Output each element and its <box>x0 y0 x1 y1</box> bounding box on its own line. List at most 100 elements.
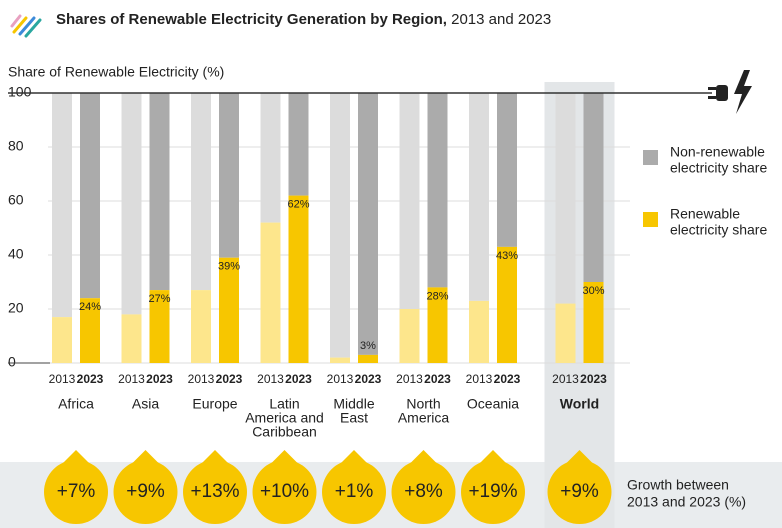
growth-label: +8% <box>404 481 443 502</box>
renewable-bar <box>583 282 604 363</box>
growth-label: +13% <box>190 481 239 502</box>
category-label: America <box>398 410 450 426</box>
year-label: 2023 <box>216 372 243 386</box>
growth-bubble-tip <box>479 450 507 464</box>
value-label: 39% <box>218 261 240 273</box>
category-label: America and <box>245 410 324 426</box>
renewable-bar <box>149 290 170 363</box>
growth-bubble-tip <box>340 450 368 464</box>
growth-label: +7% <box>57 481 96 502</box>
non-renewable-bar <box>583 93 604 282</box>
growth-bubble-tip <box>565 450 594 464</box>
year-label: 2013 <box>118 372 145 386</box>
legend-label: Renewable <box>670 206 740 222</box>
year-label: 2023 <box>424 372 451 386</box>
non-renewable-bar <box>121 93 142 315</box>
non-renewable-bar <box>427 93 448 288</box>
year-label: 2013 <box>188 372 215 386</box>
year-label: 2013 <box>257 372 284 386</box>
y-tick-label: 100 <box>8 84 32 100</box>
non-renewable-bar <box>497 93 517 247</box>
renewable-bar <box>497 246 517 363</box>
renewable-bar <box>427 287 448 363</box>
growth-bubble-tip <box>131 450 160 464</box>
year-label: 2013 <box>49 372 76 386</box>
category-label: North <box>406 396 440 412</box>
non-renewable-bar <box>80 93 100 299</box>
growth-label: +9% <box>560 481 599 502</box>
category-label: Oceania <box>467 396 519 412</box>
y-tick-label: 60 <box>8 192 24 208</box>
category-label: Caribbean <box>252 424 317 440</box>
renewable-bar <box>288 195 309 363</box>
non-renewable-bar <box>149 93 170 291</box>
year-label: 2023 <box>77 372 104 386</box>
y-tick-label: 40 <box>8 246 24 262</box>
legend-label: Non-renewable <box>670 144 765 160</box>
category-label: Latin <box>269 396 299 412</box>
category-label: Europe <box>192 396 237 412</box>
legend-label: electricity share <box>670 222 767 238</box>
y-tick-label: 20 <box>8 300 24 316</box>
growth-bubble <box>391 460 456 524</box>
growth-bubble-tip <box>270 450 299 464</box>
growth-bubble <box>44 460 108 524</box>
growth-label: +9% <box>126 481 165 502</box>
growth-bubble <box>322 460 386 524</box>
non-renewable-bar <box>288 93 309 196</box>
year-label: 2023 <box>494 372 521 386</box>
non-renewable-bar <box>330 93 350 358</box>
value-label: 28% <box>426 290 448 302</box>
year-label: 2023 <box>285 372 312 386</box>
year-label: 2013 <box>327 372 354 386</box>
legend-swatch <box>643 150 658 165</box>
legend-label: electricity share <box>670 160 767 176</box>
growth-bubble <box>113 460 178 524</box>
growth-label: +1% <box>335 481 374 502</box>
value-label: 62% <box>287 199 309 211</box>
year-label: 2013 <box>552 372 579 386</box>
growth-bubble <box>183 460 247 524</box>
legend-swatch <box>643 212 658 227</box>
category-label: World <box>560 396 599 412</box>
category-label: Asia <box>132 396 159 412</box>
year-label: 2023 <box>355 372 382 386</box>
renewable-bar <box>469 300 489 363</box>
y-axis-label: Share of Renewable Electricity (%) <box>8 64 224 80</box>
category-label: Middle <box>333 396 374 412</box>
renewable-bar <box>330 357 350 363</box>
non-renewable-bar <box>219 93 239 258</box>
growth-label: +19% <box>468 481 517 502</box>
renewable-bar <box>399 309 420 363</box>
non-renewable-bar <box>191 93 211 291</box>
chart-title: Shares of Renewable Electricity Generati… <box>56 11 551 28</box>
renewable-bar <box>555 303 576 363</box>
year-label: 2023 <box>146 372 173 386</box>
renewable-bar <box>191 290 211 363</box>
y-tick-label: 80 <box>8 138 24 154</box>
value-label: 3% <box>360 340 376 352</box>
non-renewable-bar <box>260 93 281 223</box>
growth-bubble-tip <box>62 450 90 464</box>
value-label: 30% <box>582 285 604 297</box>
renewable-bar <box>260 222 281 363</box>
non-renewable-bar <box>399 93 420 309</box>
logo <box>10 14 42 38</box>
value-label: 24% <box>79 301 101 313</box>
year-label: 2023 <box>580 372 607 386</box>
category-label: East <box>340 410 368 426</box>
growth-bubble <box>547 460 612 524</box>
growth-caption: Growth between <box>627 477 729 493</box>
growth-bubble-tip <box>409 450 438 464</box>
year-label: 2013 <box>466 372 493 386</box>
value-label: 43% <box>496 250 518 262</box>
plug-icon <box>708 70 752 114</box>
year-label: 2013 <box>396 372 423 386</box>
renewable-bar <box>52 317 72 363</box>
growth-bubble <box>461 460 525 524</box>
value-label: 27% <box>148 293 170 305</box>
growth-bubble-tip <box>201 450 229 464</box>
renewable-bar <box>121 314 142 363</box>
growth-bubble <box>252 460 317 524</box>
